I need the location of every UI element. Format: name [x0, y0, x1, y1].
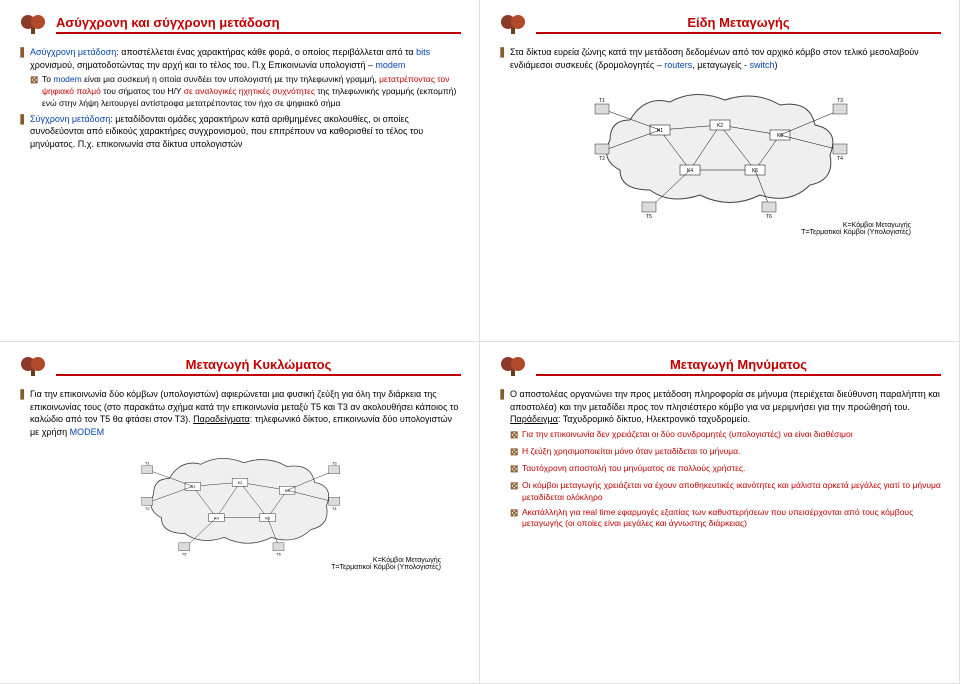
bullet-secondary-icon: ⊠ [510, 429, 522, 443]
bullet-text: Η ζεύξη χρησιμοποιείται μόνο όταν μεταδί… [522, 446, 941, 458]
slide-content: ❚Για την επικοινωνία δύο κόμβων (υπολογι… [18, 388, 461, 441]
svg-text:T1: T1 [145, 461, 150, 466]
tree-logo-icon [18, 354, 48, 378]
bullet-text: Οι κόμβοι μεταγωγής χρειάζεται να έχουν … [522, 480, 941, 504]
svg-text:T6: T6 [276, 552, 281, 557]
slide-title: Ασύγχρονη και σύγχρονη μετάδοση [56, 15, 461, 34]
tree-logo-icon [18, 12, 48, 36]
legend-line: Τ=Τερματικοί Κόμβοι (Υπολογιστές) [498, 229, 911, 236]
bullet-primary-icon: ❚ [18, 46, 30, 60]
bullet-item: ⊠Ακατάλληλη για real time εφαρμογές εξαι… [498, 507, 941, 531]
slide-header: Μεταγωγή Μηνύματος [498, 354, 941, 378]
bullet-text: Το modem είναι μια συσκευή η οποία συνδέ… [42, 74, 461, 110]
bullet-primary-icon: ❚ [18, 388, 30, 402]
bullet-secondary-icon: ⊠ [510, 463, 522, 477]
svg-text:T1: T1 [599, 98, 605, 104]
slide-content: ❚Στα δίκτυα ευρεία ζώνης κατά την μετάδο… [498, 46, 941, 74]
svg-text:K4: K4 [686, 168, 692, 174]
slide-title: Μεταγωγή Κυκλώματος [56, 357, 461, 376]
slide-content: ❚Ασύγχρονη μετάδοση: αποστέλλεται ένας χ… [18, 46, 461, 154]
bullet-text: Σύγχρονη μετάδοση: μεταδίδονται ομάδες χ… [30, 113, 461, 151]
bullet-secondary-icon: ⊠ [510, 480, 522, 494]
bullet-secondary-icon: ⊠ [30, 74, 42, 88]
bullet-item: ❚Ο αποστολέας οργανώνει την προς μετάδοσ… [498, 388, 941, 426]
bullet-item: ⊠Για την επικοινωνία δεν χρειάζεται οι δ… [498, 429, 941, 443]
bullet-text: Ο αποστολέας οργανώνει την προς μετάδοση… [510, 388, 941, 426]
slide-header: Ασύγχρονη και σύγχρονη μετάδοση [18, 12, 461, 36]
bullet-secondary-icon: ⊠ [510, 507, 522, 521]
bullet-text: Στα δίκτυα ευρεία ζώνης κατά την μετάδοσ… [510, 46, 941, 71]
bullet-text: Ταυτόχρονη αποστολή του μηνύματος σε πολ… [522, 463, 941, 475]
slide-title: Είδη Μεταγωγής [536, 15, 941, 34]
slide-title: Μεταγωγή Μηνύματος [536, 357, 941, 376]
bullet-text: Ακατάλληλη για real time εφαρμογές εξαιτ… [522, 507, 941, 531]
bullet-item: ⊠Οι κόμβοι μεταγωγής χρειάζεται να έχουν… [498, 480, 941, 504]
bullet-secondary-icon: ⊠ [510, 446, 522, 460]
tree-logo-icon [498, 12, 528, 36]
diagram-legend: Κ=Κόμβοι Μεταγωγής Τ=Τερματικοί Κόμβοι (… [18, 557, 461, 571]
bullet-primary-icon: ❚ [18, 113, 30, 127]
svg-text:K2: K2 [237, 480, 242, 485]
slide-async-sync: Ασύγχρονη και σύγχρονη μετάδοση ❚Ασύγχρο… [0, 0, 480, 342]
bullet-item: ❚Ασύγχρονη μετάδοση: αποστέλλεται ένας χ… [18, 46, 461, 71]
svg-text:K4: K4 [214, 516, 220, 521]
svg-text:T2: T2 [145, 506, 150, 511]
bullet-item: ❚Σύγχρονη μετάδοση: μεταδίδονται ομάδες … [18, 113, 461, 151]
svg-text:T3: T3 [837, 98, 843, 104]
svg-text:T3: T3 [332, 461, 337, 466]
slide-circuit-switching: Μεταγωγή Κυκλώματος ❚Για την επικοινωνία… [0, 342, 480, 684]
svg-text:T4: T4 [837, 156, 843, 162]
svg-text:K5: K5 [265, 516, 271, 521]
tree-logo-icon [498, 354, 528, 378]
slide-content: ❚Ο αποστολέας οργανώνει την προς μετάδοσ… [498, 388, 941, 533]
slide-message-switching: Μεταγωγή Μηνύματος ❚Ο αποστολέας οργανών… [480, 342, 960, 684]
bullet-item: ⊠Ταυτόχρονη αποστολή του μηνύματος σε πο… [498, 463, 941, 477]
network-diagram: K1 K2 K3 K4 K5 T1 T2 T3 T4 [18, 447, 461, 557]
svg-text:T5: T5 [181, 552, 186, 557]
bullet-item: ❚Για την επικοινωνία δύο κόμβων (υπολογι… [18, 388, 461, 438]
bullet-primary-icon: ❚ [498, 46, 510, 60]
svg-text:T4: T4 [332, 506, 337, 511]
bullet-text: Ασύγχρονη μετάδοση: αποστέλλεται ένας χα… [30, 46, 461, 71]
cloud-network-icon: K1 K2 K3 K4 K5 T1 T2 T3 T4 [590, 80, 850, 220]
slide-switching-types: Είδη Μεταγωγής ❚Στα δίκτυα ευρεία ζώνης … [480, 0, 960, 342]
cloud-network-icon: K1 K2 K3 K4 K5 T1 T2 T3 T4 [135, 447, 345, 557]
slide-header: Μεταγωγή Κυκλώματος [18, 354, 461, 378]
network-diagram: K1 K2 K3 K4 K5 T1 T2 T3 T4 [498, 80, 941, 220]
svg-text:K5: K5 [751, 168, 757, 174]
bullet-text: Για την επικοινωνία δύο κόμβων (υπολογισ… [30, 388, 461, 438]
svg-text:T5: T5 [646, 214, 652, 220]
svg-text:T2: T2 [599, 156, 605, 162]
bullet-primary-icon: ❚ [498, 388, 510, 402]
legend-line: Τ=Τερματικοί Κόμβοι (Υπολογιστές) [18, 564, 441, 571]
bullet-item: ⊠Η ζεύξη χρησιμοποιείται μόνο όταν μεταδ… [498, 446, 941, 460]
bullet-item: ⊠Το modem είναι μια συσκευή η οποία συνδ… [18, 74, 461, 110]
bullet-text: Για την επικοινωνία δεν χρειάζεται οι δύ… [522, 429, 941, 441]
slide-header: Είδη Μεταγωγής [498, 12, 941, 36]
svg-text:T6: T6 [766, 214, 772, 220]
diagram-legend: Κ=Κόμβοι Μεταγωγής Τ=Τερματικοί Κόμβοι (… [498, 222, 941, 236]
svg-text:K2: K2 [716, 123, 722, 129]
bullet-item: ❚Στα δίκτυα ευρεία ζώνης κατά την μετάδο… [498, 46, 941, 71]
